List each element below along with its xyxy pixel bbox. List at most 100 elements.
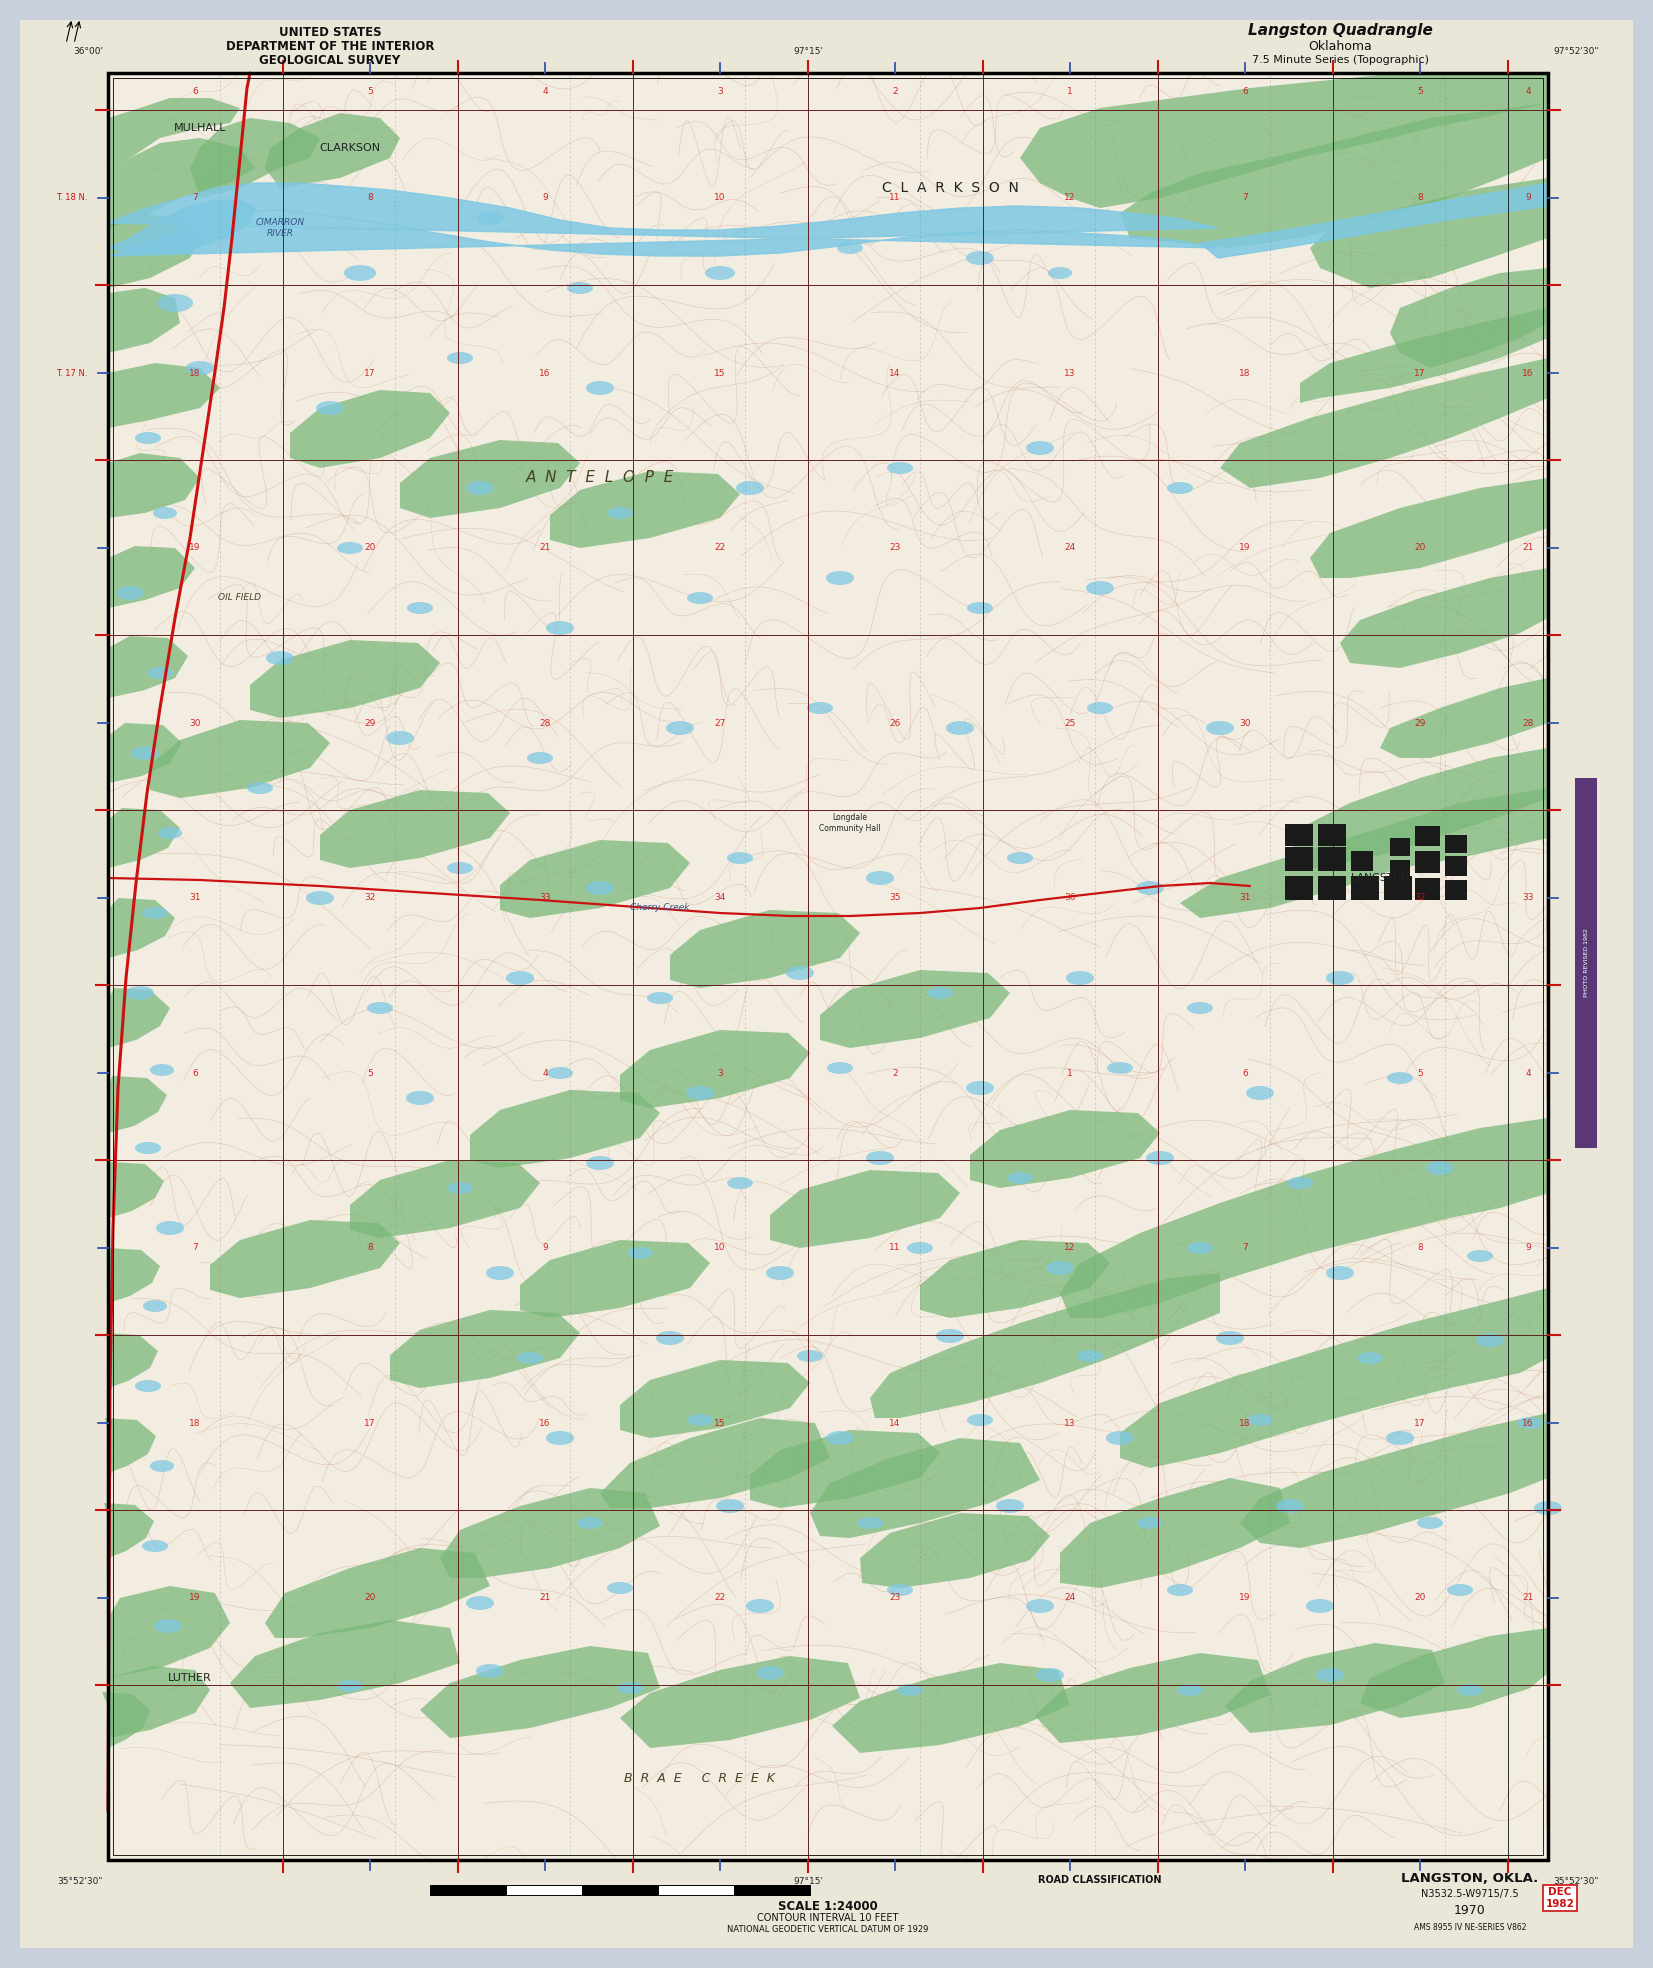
Text: 28: 28	[539, 718, 550, 728]
Ellipse shape	[607, 508, 633, 520]
Text: 3: 3	[717, 87, 722, 96]
Ellipse shape	[856, 1517, 883, 1529]
Ellipse shape	[1086, 581, 1114, 594]
Text: 97°52'30": 97°52'30"	[1554, 47, 1598, 55]
Polygon shape	[1341, 569, 1547, 667]
Bar	[1317, 825, 1346, 846]
Text: 30: 30	[1240, 718, 1251, 728]
Text: PHOTO REVISED 1982: PHOTO REVISED 1982	[1584, 929, 1589, 998]
Text: 19: 19	[1240, 543, 1251, 553]
Bar	[107, 73, 1547, 1860]
Polygon shape	[420, 1645, 660, 1738]
Bar	[1284, 846, 1312, 872]
Polygon shape	[107, 988, 170, 1049]
Polygon shape	[107, 98, 240, 167]
Polygon shape	[1390, 268, 1547, 368]
Text: 4: 4	[542, 87, 547, 96]
Polygon shape	[1180, 787, 1547, 917]
Text: 16: 16	[1522, 368, 1534, 378]
Polygon shape	[107, 1586, 230, 1679]
Text: Cherry Creek: Cherry Creek	[630, 903, 689, 913]
Polygon shape	[869, 1273, 1220, 1419]
Bar	[1351, 850, 1374, 872]
Text: 32: 32	[1415, 893, 1425, 903]
Ellipse shape	[704, 266, 736, 279]
Polygon shape	[107, 636, 188, 699]
Text: 35°52'30": 35°52'30"	[1554, 1877, 1598, 1887]
Ellipse shape	[688, 1413, 712, 1427]
Ellipse shape	[1007, 1173, 1033, 1185]
Text: 28: 28	[1522, 718, 1534, 728]
Ellipse shape	[1027, 1598, 1055, 1614]
Ellipse shape	[727, 852, 754, 864]
Ellipse shape	[407, 1090, 435, 1104]
Text: 19: 19	[188, 1594, 200, 1602]
Polygon shape	[104, 1504, 154, 1559]
Ellipse shape	[1207, 720, 1235, 734]
Ellipse shape	[1187, 1002, 1213, 1014]
Ellipse shape	[1036, 1669, 1065, 1683]
Ellipse shape	[136, 1380, 160, 1391]
Ellipse shape	[965, 1080, 993, 1094]
Text: 2: 2	[893, 1069, 898, 1078]
Polygon shape	[620, 1655, 860, 1748]
Polygon shape	[106, 1419, 155, 1472]
Polygon shape	[1060, 1478, 1289, 1588]
Ellipse shape	[997, 1500, 1023, 1513]
Polygon shape	[107, 1076, 167, 1134]
Polygon shape	[230, 1620, 460, 1708]
Text: 7: 7	[192, 193, 198, 203]
Ellipse shape	[116, 586, 144, 600]
Polygon shape	[1360, 1628, 1547, 1718]
Text: 18: 18	[1240, 1419, 1251, 1427]
Bar	[1284, 876, 1312, 899]
Text: CLARKSON: CLARKSON	[319, 144, 380, 154]
Text: 4: 4	[542, 1069, 547, 1078]
Bar	[107, 73, 1547, 1860]
Ellipse shape	[617, 1683, 643, 1694]
Text: 21: 21	[1522, 543, 1534, 553]
Ellipse shape	[1167, 482, 1193, 494]
Polygon shape	[107, 213, 200, 287]
Polygon shape	[107, 453, 200, 518]
Polygon shape	[1200, 183, 1547, 258]
Polygon shape	[600, 1419, 830, 1507]
Polygon shape	[190, 118, 321, 199]
Polygon shape	[1220, 358, 1547, 488]
Bar	[1384, 876, 1412, 899]
Ellipse shape	[826, 1431, 855, 1445]
Polygon shape	[107, 138, 255, 228]
Text: ROAD CLASSIFICATION: ROAD CLASSIFICATION	[1038, 1876, 1162, 1885]
Text: 9: 9	[542, 1244, 547, 1252]
Polygon shape	[1121, 1287, 1547, 1468]
Ellipse shape	[587, 882, 613, 895]
Text: 36°00': 36°00'	[73, 47, 102, 55]
Text: Langston Quadrangle: Langston Quadrangle	[1248, 24, 1433, 39]
Text: 20: 20	[364, 543, 375, 553]
Ellipse shape	[150, 1460, 174, 1472]
Bar	[1317, 846, 1346, 872]
Text: 14: 14	[889, 368, 901, 378]
Polygon shape	[107, 809, 180, 868]
Ellipse shape	[136, 433, 160, 445]
Ellipse shape	[826, 1063, 853, 1075]
Text: 17: 17	[1415, 368, 1427, 378]
Polygon shape	[289, 390, 450, 468]
Ellipse shape	[486, 1265, 514, 1279]
Ellipse shape	[1187, 1242, 1213, 1254]
Ellipse shape	[1427, 1161, 1455, 1175]
Ellipse shape	[446, 862, 473, 874]
Text: 13: 13	[1065, 1419, 1076, 1427]
Ellipse shape	[387, 730, 413, 746]
Text: LUTHER: LUTHER	[169, 1673, 212, 1683]
Polygon shape	[1299, 309, 1547, 403]
Polygon shape	[750, 1431, 941, 1507]
Polygon shape	[970, 1110, 1160, 1189]
Polygon shape	[770, 1171, 960, 1248]
Ellipse shape	[666, 720, 694, 734]
Ellipse shape	[587, 382, 613, 396]
Polygon shape	[107, 1667, 210, 1738]
Polygon shape	[107, 1248, 160, 1303]
Ellipse shape	[967, 1413, 993, 1427]
Text: 29: 29	[1415, 718, 1425, 728]
